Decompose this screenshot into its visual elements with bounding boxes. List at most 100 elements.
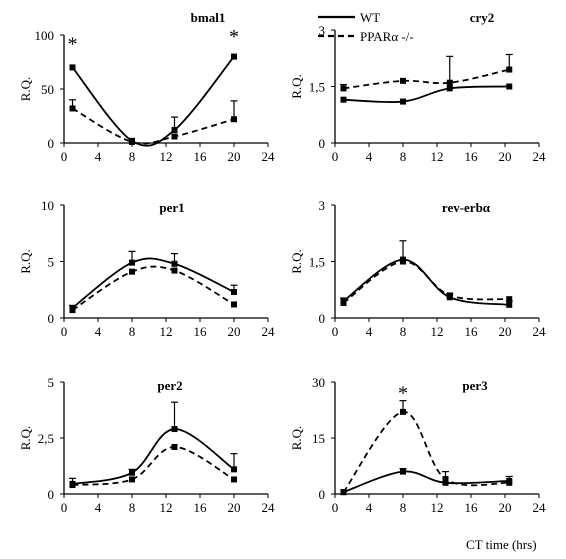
panel-rev-erb-: 0 4 8 12 16 20 24 0 1,5 3 R.Q. rev-erbα	[289, 198, 546, 339]
y-axis-label: R.Q.	[18, 77, 33, 102]
data-point	[231, 53, 237, 60]
x-tick-label: 8	[129, 324, 136, 339]
y-tick-label: 0	[319, 487, 326, 502]
y-tick-label: 5	[48, 375, 55, 390]
data-point	[506, 83, 513, 90]
data-point	[231, 289, 237, 296]
x-tick-label: 12	[160, 149, 173, 164]
x-tick-label: 4	[366, 324, 373, 339]
data-point	[340, 85, 347, 92]
series-wt	[340, 83, 513, 105]
data-point	[506, 66, 513, 73]
series-line	[342, 258, 510, 306]
x-tick-label: 4	[366, 149, 373, 164]
panel-title: per3	[462, 378, 488, 393]
series-line	[342, 410, 510, 493]
y-tick-label: 0	[48, 311, 55, 326]
legend-wt-label: WT	[360, 10, 380, 25]
data-point	[446, 85, 453, 92]
x-tick-label: 16	[465, 500, 479, 515]
panel-title: rev-erbα	[442, 200, 491, 215]
series-line	[343, 85, 510, 104]
y-tick-label: 0	[319, 136, 326, 151]
panel-title: bmal1	[191, 10, 226, 25]
x-tick-label: 4	[366, 500, 373, 515]
series-ppara-ko	[69, 443, 237, 489]
data-point	[69, 64, 76, 71]
data-point	[506, 301, 513, 308]
data-point	[400, 98, 406, 105]
data-point	[231, 301, 237, 308]
series-line	[71, 257, 235, 309]
data-point	[231, 476, 237, 483]
x-tick-label: 12	[160, 324, 173, 339]
panel-per1: 0 4 8 12 16 20 24 0 5 10 R.Q. per1	[18, 198, 275, 339]
x-tick-label: 0	[332, 149, 339, 164]
series-line	[71, 56, 235, 147]
data-point	[506, 296, 513, 303]
data-point	[171, 443, 178, 450]
panel-per2: 0 4 8 12 16 20 24 0 2,5 5 R.Q. per2	[18, 375, 275, 515]
series-line	[343, 68, 510, 90]
data-point	[442, 479, 449, 486]
series-line	[72, 107, 235, 145]
y-tick-label: 15	[312, 431, 325, 446]
data-point	[129, 259, 135, 266]
x-tick-label: 24	[262, 500, 276, 515]
x-tick-label: 24	[262, 149, 276, 164]
data-point	[340, 96, 347, 103]
x-tick-label: 16	[194, 324, 208, 339]
x-tick-label: 0	[61, 324, 68, 339]
x-tick-label: 24	[533, 500, 547, 515]
y-tick-label: 0	[319, 311, 326, 326]
x-tick-label: 8	[129, 500, 136, 515]
y-axis-label: R.Q.	[18, 249, 33, 274]
y-axis-label: R.Q.	[289, 426, 304, 451]
x-tick-label: 24	[533, 324, 547, 339]
data-point	[171, 127, 178, 134]
x-tick-label: 12	[431, 500, 444, 515]
x-tick-label: 20	[228, 149, 241, 164]
x-tick-label: 16	[194, 500, 208, 515]
series-wt	[69, 250, 238, 311]
data-point	[69, 307, 76, 314]
data-point	[69, 105, 76, 112]
y-axis-label: R.Q.	[289, 249, 304, 274]
data-point	[446, 79, 453, 86]
series-wt	[69, 53, 237, 147]
y-tick-label: 0	[48, 487, 55, 502]
data-point	[340, 489, 347, 496]
x-tick-label: 8	[400, 500, 407, 515]
data-point	[171, 260, 178, 267]
y-tick-label: 5	[48, 255, 55, 270]
x-tick-label: 0	[332, 324, 339, 339]
x-tick-label: 16	[465, 149, 479, 164]
x-tick-label: 20	[499, 500, 512, 515]
y-tick-label: 30	[312, 375, 325, 390]
y-tick-label: 3	[319, 198, 326, 213]
data-point	[340, 299, 347, 306]
x-axis-caption: CT time (hrs)	[466, 537, 537, 552]
y-tick-label: 50	[41, 82, 54, 97]
series-line	[343, 470, 510, 493]
x-tick-label: 20	[228, 500, 241, 515]
legend: WT PPARα -/-	[318, 10, 414, 44]
series-line	[342, 260, 510, 304]
x-tick-label: 8	[400, 324, 407, 339]
data-point	[506, 479, 513, 486]
y-tick-label: 10	[41, 198, 54, 213]
series-ppara-ko	[340, 53, 513, 92]
x-tick-label: 20	[499, 149, 512, 164]
x-tick-label: 4	[95, 149, 102, 164]
x-tick-label: 4	[95, 324, 102, 339]
x-tick-label: 12	[431, 324, 444, 339]
series-line	[72, 428, 235, 485]
significance-star: *	[398, 382, 408, 404]
data-point	[129, 469, 135, 476]
y-tick-label: 1,5	[309, 80, 325, 95]
data-point	[129, 476, 135, 483]
data-point	[171, 133, 178, 140]
y-axis-label: R.Q.	[289, 74, 304, 99]
data-point	[400, 258, 406, 265]
